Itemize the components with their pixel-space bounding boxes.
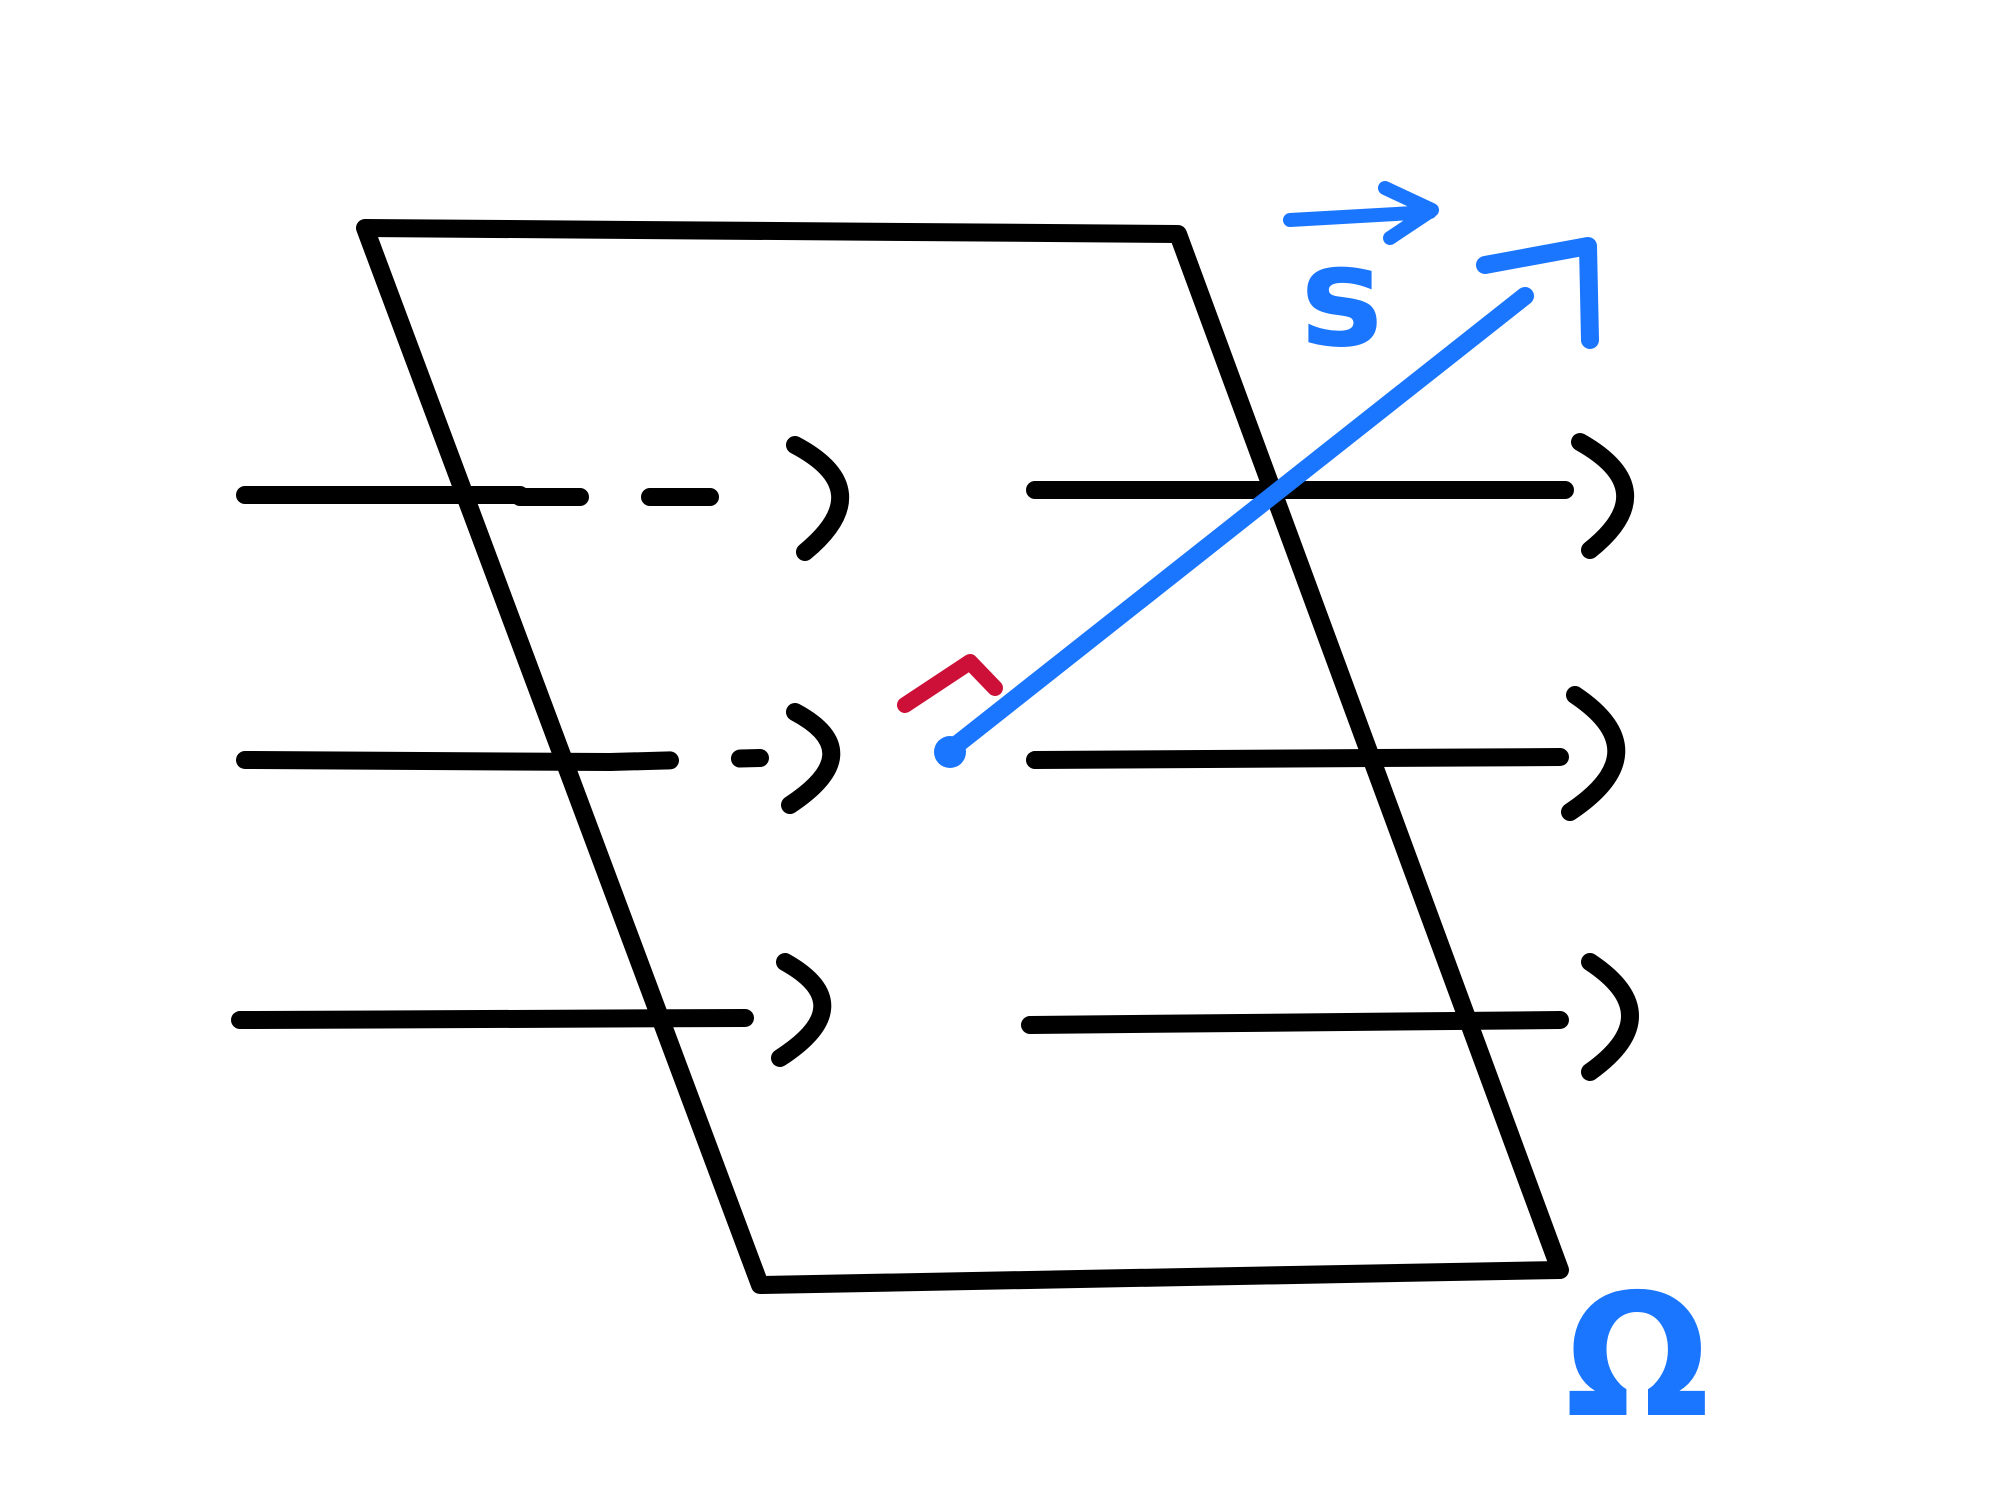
field-line-2-left-dashed: [601, 749, 769, 771]
surface-label-omega: Ω: [1565, 1258, 1710, 1456]
surface-parallelogram: [356, 219, 1569, 1294]
area-vector: [934, 237, 1599, 768]
field-lines-right: [1021, 433, 1639, 1081]
vector-s-label: s: [1283, 181, 1439, 379]
field-line-1-right-arrowhead: [1571, 433, 1635, 559]
vector-label-s: s: [1300, 216, 1383, 379]
area-vector-arrowhead: [1476, 237, 1599, 349]
field-line-2-left-arrowhead: [781, 703, 841, 814]
area-vector-line: [941, 287, 1534, 759]
field-line-2-right-arrowhead: [1561, 686, 1626, 821]
field-line-3-right: [1021, 1011, 1569, 1034]
area-vector-origin-dot: [934, 736, 966, 768]
field-line-2-right: [1026, 748, 1569, 769]
field-line-2-left-solid: [236, 751, 619, 771]
field-lines-left: [231, 436, 850, 1067]
right-angle-marker: [897, 654, 1003, 713]
field-line-3-left-arrowhead: [771, 953, 832, 1067]
vector-arrow-over-s: [1283, 181, 1439, 245]
field-line-1-left-arrowhead: [786, 436, 850, 561]
field-line-3-right-arrowhead: [1581, 953, 1639, 1081]
